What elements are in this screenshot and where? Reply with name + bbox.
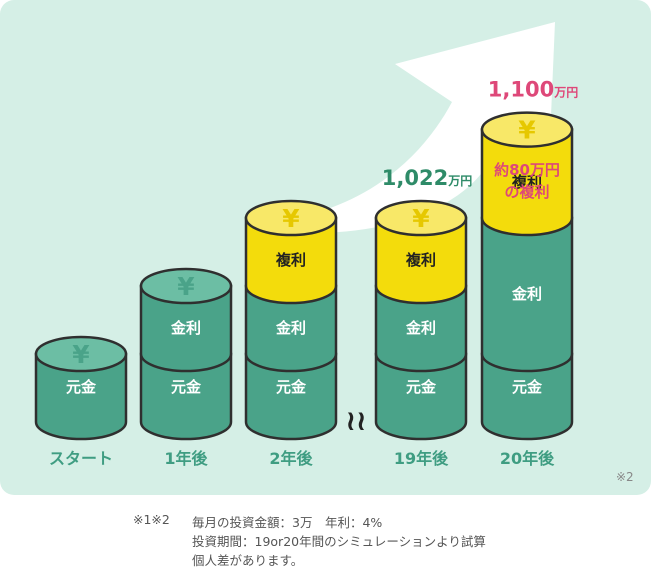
bar-4: ¥ 元金 金利 複利 (374, 199, 468, 441)
yen-coin-icon: ¥ (282, 204, 300, 233)
bar-segment-compound (374, 216, 468, 305)
segment-label-principal: 元金 (406, 378, 437, 396)
bar-segment-principal (374, 352, 468, 441)
segment-label-interest: 金利 (405, 319, 436, 337)
value-label: 1,100万円 (488, 78, 578, 102)
footnote-line-1: 毎月の投資金額：3万 年利：4% (192, 515, 383, 530)
axis-break-icon: ≀≀ (346, 404, 367, 437)
segment-label-compound: 複利 (511, 173, 542, 191)
yen-coin-icon: ¥ (412, 204, 430, 233)
bar-segment-interest (480, 216, 574, 373)
bar-segment-compound (480, 128, 574, 237)
footnote-line-2: 投資期間：19or20年間のシミュレーションより試算 (192, 534, 486, 549)
bar-1: ¥ 元金 (34, 335, 128, 441)
bar-segment-principal (139, 352, 233, 441)
bar-top-lid (244, 199, 338, 237)
yen-coin-icon: ¥ (72, 340, 90, 369)
bar-top-lid (139, 267, 233, 305)
footnote-prefix: ※1※2 (133, 512, 170, 527)
bar-segment-compound (244, 216, 338, 305)
footnote-line-3: 個人差があります。 (192, 553, 304, 568)
bar-segment-principal (34, 352, 128, 441)
segment-label-principal: 元金 (66, 378, 97, 396)
bar-top-lid (480, 111, 574, 148)
bar-top-lid (34, 335, 128, 373)
segment-label-interest: 金利 (275, 319, 306, 337)
segment-label-principal: 元金 (276, 378, 307, 396)
category-label: 19年後 (394, 449, 449, 468)
bar-3: ¥ 元金 金利 複利 (244, 199, 338, 441)
segment-label-interest: 金利 (170, 319, 201, 337)
segment-label-interest: 金利 (511, 285, 542, 303)
bar-segment-interest (139, 284, 233, 373)
growth-arrow (270, 22, 555, 234)
segment-label-compound: 複利 (405, 251, 436, 269)
bar-segment-interest (374, 284, 468, 373)
corner-note: ※2 (616, 470, 634, 484)
segment-label-principal: 元金 (512, 378, 543, 396)
compound-annotation: の複利 (504, 183, 549, 201)
yen-coin-icon: ¥ (177, 272, 195, 301)
bar-segment-interest (244, 284, 338, 373)
segment-label-compound: 複利 (275, 251, 306, 269)
bar-2: ¥ 元金 金利 (139, 267, 233, 441)
yen-coin-icon: ¥ (518, 116, 536, 145)
bar-segment-principal (480, 352, 574, 441)
category-label: 1年後 (164, 449, 208, 468)
category-label: 20年後 (500, 449, 555, 468)
compound-annotation: 約80万円 (494, 161, 560, 179)
category-label: 2年後 (269, 449, 313, 468)
bar-top-lid (374, 199, 468, 237)
bar-segment-principal (244, 352, 338, 441)
segment-label-principal: 元金 (171, 378, 202, 396)
value-label: 1,022万円 (382, 166, 472, 190)
category-label: スタート (49, 449, 113, 468)
